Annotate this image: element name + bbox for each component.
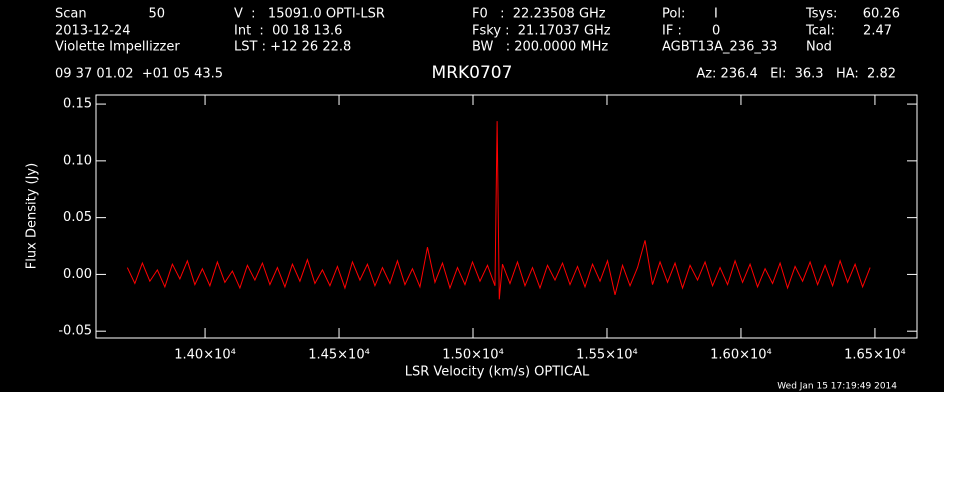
header-text: AGBT13A_236_33: [662, 40, 777, 55]
header-text: F0 : 22.23508 GHz: [472, 7, 606, 22]
chart-title: MRK0707: [432, 63, 513, 83]
header-text: Nod: [806, 40, 832, 55]
plot-frame: [95, 94, 918, 339]
y-tick-label: 0.15: [63, 97, 92, 112]
y-tick-label: 0.10: [63, 153, 92, 168]
plot-background: [0, 0, 944, 392]
timestamp: Wed Jan 15 17:19:49 2014: [777, 382, 897, 392]
header-text: Az: 236.4 El: 36.3 HA: 2.82: [696, 67, 896, 82]
header-text: 2013-12-24: [55, 24, 131, 39]
header-text: Tcal:: [805, 24, 835, 39]
header-text: Scan: [55, 7, 87, 22]
header-text: 0: [712, 24, 720, 39]
header-text: 2.47: [863, 24, 892, 39]
y-tick-label: -0.05: [58, 324, 92, 339]
header-text: BW : 200.0000 MHz: [472, 40, 608, 55]
header-text: 50: [148, 7, 165, 22]
header-text: IF :: [662, 24, 682, 39]
header-text: 09 37 01.02 +01 05 43.5: [55, 67, 223, 82]
spectrum-line: [126, 121, 871, 300]
header-text: V : 15091.0 OPTI-LSR: [234, 7, 385, 22]
y-axis-label: Flux Density (Jy): [25, 163, 40, 269]
header-text: Fsky : 21.17037 GHz: [472, 24, 611, 39]
header-text: 60.26: [863, 7, 900, 22]
x-tick-label: 1.45×10⁴: [308, 348, 370, 363]
x-tick-label: 1.65×10⁴: [844, 348, 906, 363]
header-text: I: [714, 7, 718, 22]
y-tick-label: 0.05: [63, 210, 92, 225]
x-tick-label: 1.60×10⁴: [710, 348, 772, 363]
header-text: Pol:: [662, 7, 685, 22]
x-tick-label: 1.55×10⁴: [576, 348, 638, 363]
x-tick-label: 1.50×10⁴: [442, 348, 504, 363]
header-text: Violette Impellizzer: [55, 40, 180, 55]
header-text: LST : +12 26 22.8: [234, 40, 351, 55]
x-tick-label: 1.40×10⁴: [174, 348, 236, 363]
header-text: Tsys:: [805, 7, 837, 22]
x-axis-label: LSR Velocity (km/s) OPTICAL: [405, 365, 590, 380]
y-tick-label: 0.00: [63, 267, 92, 282]
header-text: Int : 00 18 13.6: [234, 24, 342, 39]
